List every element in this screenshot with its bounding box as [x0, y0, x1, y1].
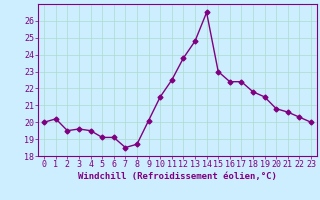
X-axis label: Windchill (Refroidissement éolien,°C): Windchill (Refroidissement éolien,°C) — [78, 172, 277, 181]
